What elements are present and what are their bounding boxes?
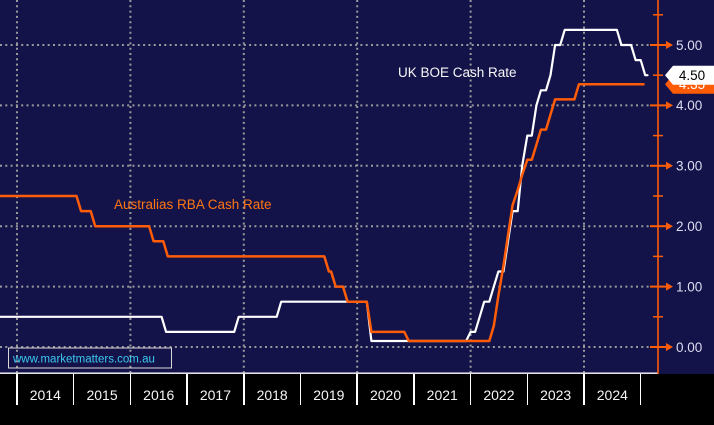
- uk-boe-series-line: [0, 28, 649, 343]
- year-tick-separator: [129, 374, 132, 405]
- y-tick-label: 5.00: [676, 38, 702, 53]
- rba-series-label: Australias RBA Cash Rate: [114, 197, 272, 212]
- year-tick-separator: [469, 374, 472, 405]
- year-tick-separator: [356, 374, 358, 405]
- y-tick-label: 0.00: [676, 340, 702, 355]
- year-label: 2020: [369, 387, 402, 403]
- watermark-text: www.marketmatters.com.au: [12, 354, 155, 366]
- year-tick-separator: [583, 374, 585, 405]
- year-label: 2024: [596, 387, 628, 403]
- rba-series-line: [0, 83, 645, 343]
- year-tick-separator: [299, 374, 302, 405]
- y-tick-arrow-icon: [666, 41, 673, 49]
- year-label: 2015: [86, 387, 118, 403]
- year-tick-separator: [413, 374, 415, 405]
- year-tick-separator: [639, 374, 642, 405]
- y-axis-minor-ticks: [653, 14, 663, 318]
- svg-text:4.50: 4.50: [679, 68, 705, 83]
- horizontal-gridlines: [0, 44, 650, 348]
- uk-last-value-badge: 4.50: [665, 65, 714, 85]
- year-tick-separator: [72, 374, 75, 405]
- cash-rate-chart: 0.00 1.00 2.00 3.00 4.00 5.00 UK BOE Cash Rate…: [0, 0, 714, 374]
- y-tick-arrow-icon: [666, 161, 673, 170]
- footer-bar: UKBRBASE Index (UK Bank of England Offic…: [0, 405, 714, 425]
- watermark-box: [8, 347, 172, 369]
- y-tick-arrow-icon: [666, 343, 673, 351]
- y-tick-label: 3.00: [676, 159, 702, 174]
- year-label: 2022: [483, 387, 515, 403]
- year-tick-separator: [243, 374, 245, 405]
- year-label: 2017: [199, 387, 232, 403]
- uk-boe-series-label: UK BOE Cash Rate: [398, 65, 517, 80]
- year-tick-separator: [16, 374, 18, 405]
- year-label: 2023: [540, 387, 572, 403]
- year-label: 2016: [143, 387, 175, 403]
- x-axis-band: 2014 2015 2016 2017 2018 2019 2020 2021 2022 2023…: [0, 374, 714, 405]
- y-tick-label: 4.00: [676, 98, 702, 113]
- vertical-gridlines: [16, 0, 585, 374]
- year-label: 2018: [256, 387, 288, 403]
- year-label: 2014: [29, 387, 61, 403]
- y-tick-label: 1.00: [676, 279, 702, 294]
- year-label: 2019: [313, 387, 345, 403]
- y-axis-major-ticks: 0.00 1.00 2.00 3.00 4.00 5.00: [650, 38, 702, 355]
- chart-plot-area: 0.00 1.00 2.00 3.00 4.00 5.00 UK BOE Cash Rate…: [0, 0, 714, 374]
- year-tick-separator: [526, 374, 529, 405]
- y-tick-label: 2.00: [676, 219, 702, 234]
- watermark: www.marketmatters.com.au: [8, 347, 172, 369]
- y-tick-arrow-icon: [666, 282, 673, 291]
- y-tick-arrow-icon: [666, 222, 673, 231]
- y-tick-arrow-icon: [666, 101, 673, 110]
- year-tick-separator: [186, 374, 188, 405]
- year-label: 2021: [426, 387, 458, 403]
